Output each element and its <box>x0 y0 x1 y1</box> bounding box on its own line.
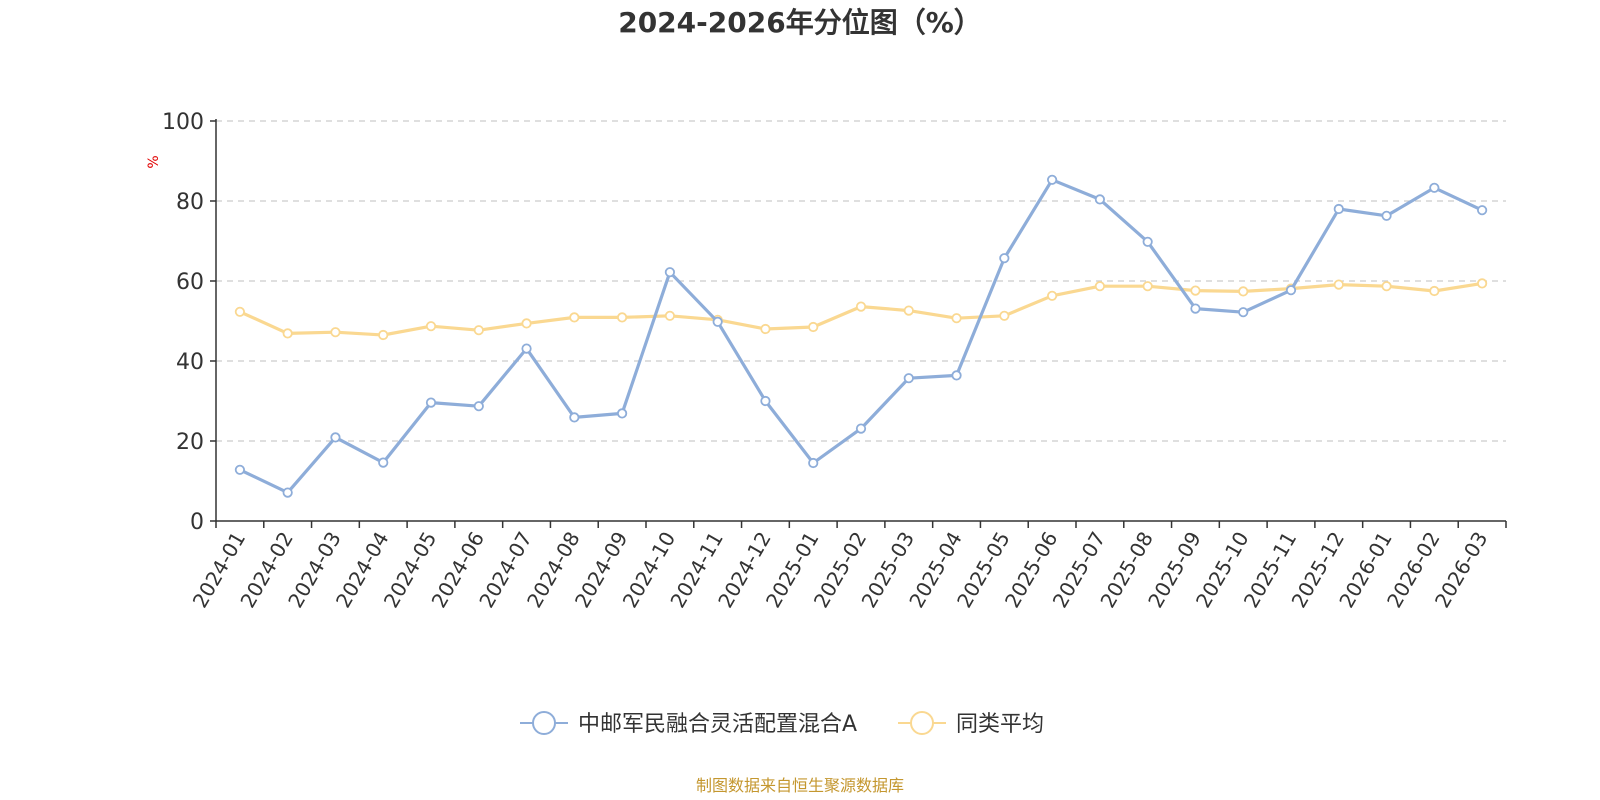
data-point[interactable] <box>378 457 389 468</box>
data-point[interactable] <box>664 267 675 278</box>
data-point[interactable] <box>1190 285 1201 296</box>
data-point[interactable] <box>1477 278 1488 289</box>
series-1 <box>234 278 1488 341</box>
axes <box>210 119 1507 528</box>
chart-title: 2024-2026年分位图（%） <box>618 6 982 39</box>
series-line <box>239 178 1483 495</box>
y-tick-label: 80 <box>176 190 204 215</box>
data-point[interactable] <box>1429 285 1440 297</box>
data-point[interactable] <box>903 305 914 316</box>
data-point[interactable] <box>999 253 1010 264</box>
data-point[interactable] <box>473 325 484 336</box>
y-tick-label: 40 <box>176 350 204 375</box>
data-point[interactable] <box>234 464 245 475</box>
data-point[interactable] <box>1381 281 1392 292</box>
y-tick-label: 60 <box>176 270 204 295</box>
data-point[interactable] <box>378 329 389 341</box>
data-point[interactable] <box>903 373 914 384</box>
data-point[interactable] <box>1094 281 1105 292</box>
data-point[interactable] <box>808 321 819 333</box>
data-point[interactable] <box>330 432 341 443</box>
data-point[interactable] <box>1333 279 1344 290</box>
data-point[interactable] <box>1477 205 1488 216</box>
legend-item-0[interactable]: 中邮军民融合灵活配置混合A <box>520 711 857 737</box>
data-point[interactable] <box>521 343 532 354</box>
grid-lines <box>216 120 1506 442</box>
data-point[interactable] <box>999 310 1010 321</box>
data-point[interactable] <box>282 487 293 498</box>
data-point[interactable] <box>234 306 245 317</box>
y-tick-label: 0 <box>190 510 204 535</box>
data-point[interactable] <box>473 401 484 412</box>
data-point[interactable] <box>569 412 580 423</box>
data-point[interactable] <box>1142 281 1153 292</box>
data-point[interactable] <box>760 395 771 407</box>
data-point[interactable] <box>760 323 771 335</box>
data-point[interactable] <box>330 327 341 338</box>
data-point[interactable] <box>282 328 293 339</box>
data-point[interactable] <box>1190 303 1201 314</box>
data-point[interactable] <box>1285 285 1297 296</box>
data-point[interactable] <box>569 312 580 323</box>
data-point[interactable] <box>1047 174 1058 185</box>
legend-label: 同类平均 <box>956 712 1044 737</box>
legend-marker <box>532 711 556 735</box>
data-point[interactable] <box>664 310 675 321</box>
data-point[interactable] <box>1238 307 1249 318</box>
y-tick-label: 100 <box>162 110 204 135</box>
legend-marker <box>910 711 934 735</box>
data-point[interactable] <box>1333 203 1344 215</box>
legend: 中邮军民融合灵活配置混合A 同类平均 <box>520 711 1044 737</box>
data-point[interactable] <box>712 316 723 327</box>
legend-item-1[interactable]: 同类平均 <box>898 711 1044 737</box>
data-point[interactable] <box>425 397 437 408</box>
source-note: 制图数据来自恒生聚源数据库 <box>696 776 904 795</box>
data-point[interactable] <box>855 301 867 312</box>
data-point[interactable] <box>617 312 628 323</box>
data-point[interactable] <box>1142 236 1153 247</box>
data-point[interactable] <box>1381 210 1392 221</box>
series-0 <box>234 174 1488 498</box>
data-point[interactable] <box>951 313 962 324</box>
series-group <box>234 174 1488 498</box>
y-axis-unit: % <box>146 155 162 168</box>
data-point[interactable] <box>425 321 437 332</box>
data-point[interactable] <box>1429 182 1440 193</box>
x-axis-ticks: 2024-012024-022024-032024-042024-052024-… <box>188 528 1493 612</box>
y-tick-label: 20 <box>176 430 204 455</box>
data-point[interactable] <box>951 370 962 381</box>
data-point[interactable] <box>521 318 532 329</box>
data-point[interactable] <box>855 423 867 434</box>
data-point[interactable] <box>1094 194 1105 205</box>
data-point[interactable] <box>808 457 819 469</box>
y-axis-ticks: 0 20 40 60 80 100 <box>162 110 204 535</box>
legend-label: 中邮军民融合灵活配置混合A <box>578 712 857 737</box>
data-point[interactable] <box>617 408 628 419</box>
data-point[interactable] <box>1047 290 1058 301</box>
data-point[interactable] <box>1238 286 1249 297</box>
